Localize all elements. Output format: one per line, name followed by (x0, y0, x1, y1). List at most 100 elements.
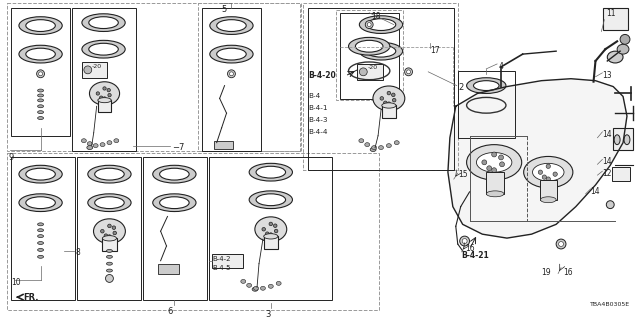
Text: B-4: B-4 (308, 93, 321, 100)
Ellipse shape (108, 235, 111, 238)
Bar (336, 10, 403, 100)
Ellipse shape (102, 236, 116, 241)
Text: 16: 16 (563, 268, 573, 276)
Ellipse shape (210, 17, 253, 35)
Bar (540, 180, 557, 200)
Ellipse shape (262, 228, 266, 231)
Bar (7, 153, 379, 310)
Ellipse shape (467, 145, 522, 180)
Ellipse shape (107, 88, 110, 92)
Ellipse shape (252, 287, 258, 291)
Bar (264, 236, 278, 249)
Text: 18: 18 (371, 12, 381, 21)
Ellipse shape (38, 72, 42, 76)
Ellipse shape (26, 48, 55, 60)
Ellipse shape (104, 234, 108, 237)
Text: 4: 4 (499, 62, 504, 71)
Ellipse shape (406, 70, 410, 74)
Text: 16: 16 (466, 244, 476, 253)
Text: B-4-3: B-4-3 (308, 117, 328, 123)
Bar (458, 71, 515, 138)
Ellipse shape (38, 235, 44, 238)
Ellipse shape (614, 135, 620, 145)
Ellipse shape (380, 97, 383, 100)
Ellipse shape (500, 162, 504, 167)
Text: 6: 6 (168, 307, 173, 316)
Ellipse shape (392, 98, 396, 102)
Ellipse shape (499, 155, 504, 160)
Ellipse shape (404, 68, 413, 76)
Text: B-4-1: B-4-1 (308, 105, 328, 111)
Text: -20: -20 (367, 65, 378, 70)
Ellipse shape (95, 168, 124, 180)
Ellipse shape (100, 143, 105, 147)
Bar (202, 8, 261, 150)
Ellipse shape (227, 70, 236, 78)
Bar (382, 106, 396, 118)
Ellipse shape (19, 165, 62, 183)
Text: 12: 12 (602, 169, 612, 178)
Ellipse shape (264, 234, 278, 239)
Polygon shape (448, 79, 627, 238)
Ellipse shape (89, 17, 118, 28)
Text: −7: −7 (172, 143, 185, 152)
Bar (214, 141, 234, 148)
Bar (11, 157, 75, 300)
Ellipse shape (394, 141, 399, 145)
Ellipse shape (96, 92, 99, 95)
Ellipse shape (476, 153, 512, 172)
Ellipse shape (100, 229, 104, 233)
Ellipse shape (106, 262, 113, 265)
Bar (612, 167, 630, 181)
Text: B-4-20: B-4-20 (308, 71, 336, 80)
Text: FR.: FR. (23, 292, 38, 302)
Bar (98, 100, 111, 112)
Ellipse shape (108, 224, 111, 228)
Bar (72, 8, 136, 150)
Text: B-4-5: B-4-5 (212, 265, 231, 271)
Ellipse shape (19, 45, 62, 63)
Text: 5: 5 (221, 5, 227, 14)
Ellipse shape (217, 20, 246, 31)
Ellipse shape (606, 201, 614, 209)
Bar (604, 8, 628, 29)
Ellipse shape (538, 170, 543, 174)
Ellipse shape (260, 286, 266, 290)
Ellipse shape (246, 284, 252, 287)
Ellipse shape (38, 111, 44, 114)
Ellipse shape (372, 146, 376, 149)
Ellipse shape (26, 168, 55, 180)
Bar (198, 3, 301, 150)
Ellipse shape (99, 96, 103, 99)
Ellipse shape (217, 48, 246, 60)
Ellipse shape (487, 166, 492, 171)
Ellipse shape (153, 194, 196, 212)
Ellipse shape (355, 40, 383, 52)
Bar (7, 3, 300, 150)
Ellipse shape (210, 45, 253, 63)
Ellipse shape (273, 224, 277, 228)
Bar (157, 264, 179, 274)
Bar (303, 3, 458, 170)
Ellipse shape (359, 68, 367, 76)
Text: B-4-2: B-4-2 (212, 256, 231, 262)
Ellipse shape (373, 86, 405, 111)
Ellipse shape (249, 191, 292, 209)
Ellipse shape (90, 82, 120, 105)
Ellipse shape (88, 194, 131, 212)
Ellipse shape (492, 168, 497, 173)
Ellipse shape (82, 14, 125, 31)
Ellipse shape (492, 152, 497, 157)
Text: 2: 2 (459, 83, 464, 92)
Ellipse shape (365, 143, 370, 147)
Bar (357, 64, 383, 80)
Ellipse shape (546, 164, 550, 168)
Ellipse shape (540, 197, 556, 203)
Ellipse shape (365, 21, 373, 28)
Ellipse shape (106, 255, 113, 258)
Bar (143, 157, 207, 300)
Text: 19: 19 (541, 268, 551, 276)
Bar (102, 238, 116, 251)
Text: 14: 14 (591, 187, 600, 196)
Ellipse shape (460, 236, 470, 246)
